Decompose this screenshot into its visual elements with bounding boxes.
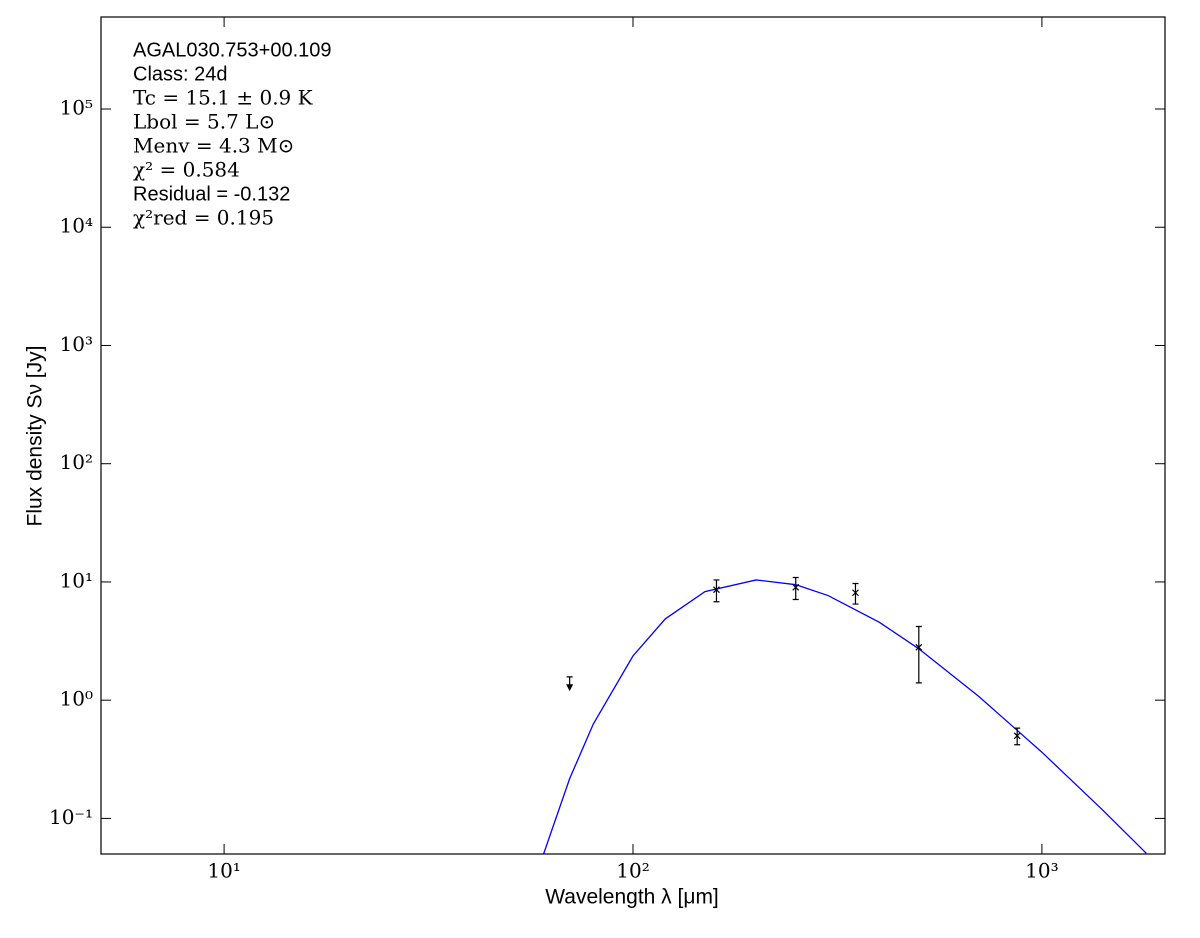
y-tick-label: 10⁵ <box>60 96 93 120</box>
error-bar <box>915 625 922 684</box>
annotation: AGAL030.753+00.109 <box>133 39 332 61</box>
annotation: Tc = 15.1 ± 0.9 K <box>133 86 314 110</box>
annotation: Class: 24d <box>133 63 228 85</box>
x-tick-label: 10¹ <box>207 859 240 883</box>
y-tick-label: 10⁻¹ <box>49 805 93 829</box>
data-point <box>1013 732 1021 740</box>
error-bar <box>852 582 859 605</box>
y-tick-label: 10¹ <box>60 568 93 592</box>
y-tick-label: 10² <box>60 450 93 474</box>
annotation: χ²red = 0.195 <box>133 206 274 230</box>
data-point <box>915 643 923 651</box>
y-axis-label: Flux density Sν [Jy] <box>24 346 47 527</box>
annotation: Lbol = 5.7 L⊙ <box>133 110 275 134</box>
y-tick-label: 10⁴ <box>60 214 93 238</box>
annotation: Residual = -0.132 <box>133 183 290 205</box>
data-point <box>792 583 800 591</box>
x-tick-label: 10² <box>616 859 649 883</box>
plot-area <box>542 576 1147 854</box>
x-axis-label: Wavelength λ [μm] <box>545 886 719 909</box>
data-point <box>852 589 859 597</box>
x-tick-label: 10³ <box>1025 859 1058 883</box>
y-tick-label: 10⁰ <box>60 687 93 711</box>
error-bar <box>792 576 799 601</box>
data-point <box>713 586 720 594</box>
y-tick-label: 10³ <box>60 332 93 356</box>
upper-limit <box>566 676 574 692</box>
annotation: χ² = 0.584 <box>133 158 240 182</box>
error-bar <box>713 579 720 603</box>
annotation: Menv = 4.3 M⊙ <box>133 134 294 158</box>
